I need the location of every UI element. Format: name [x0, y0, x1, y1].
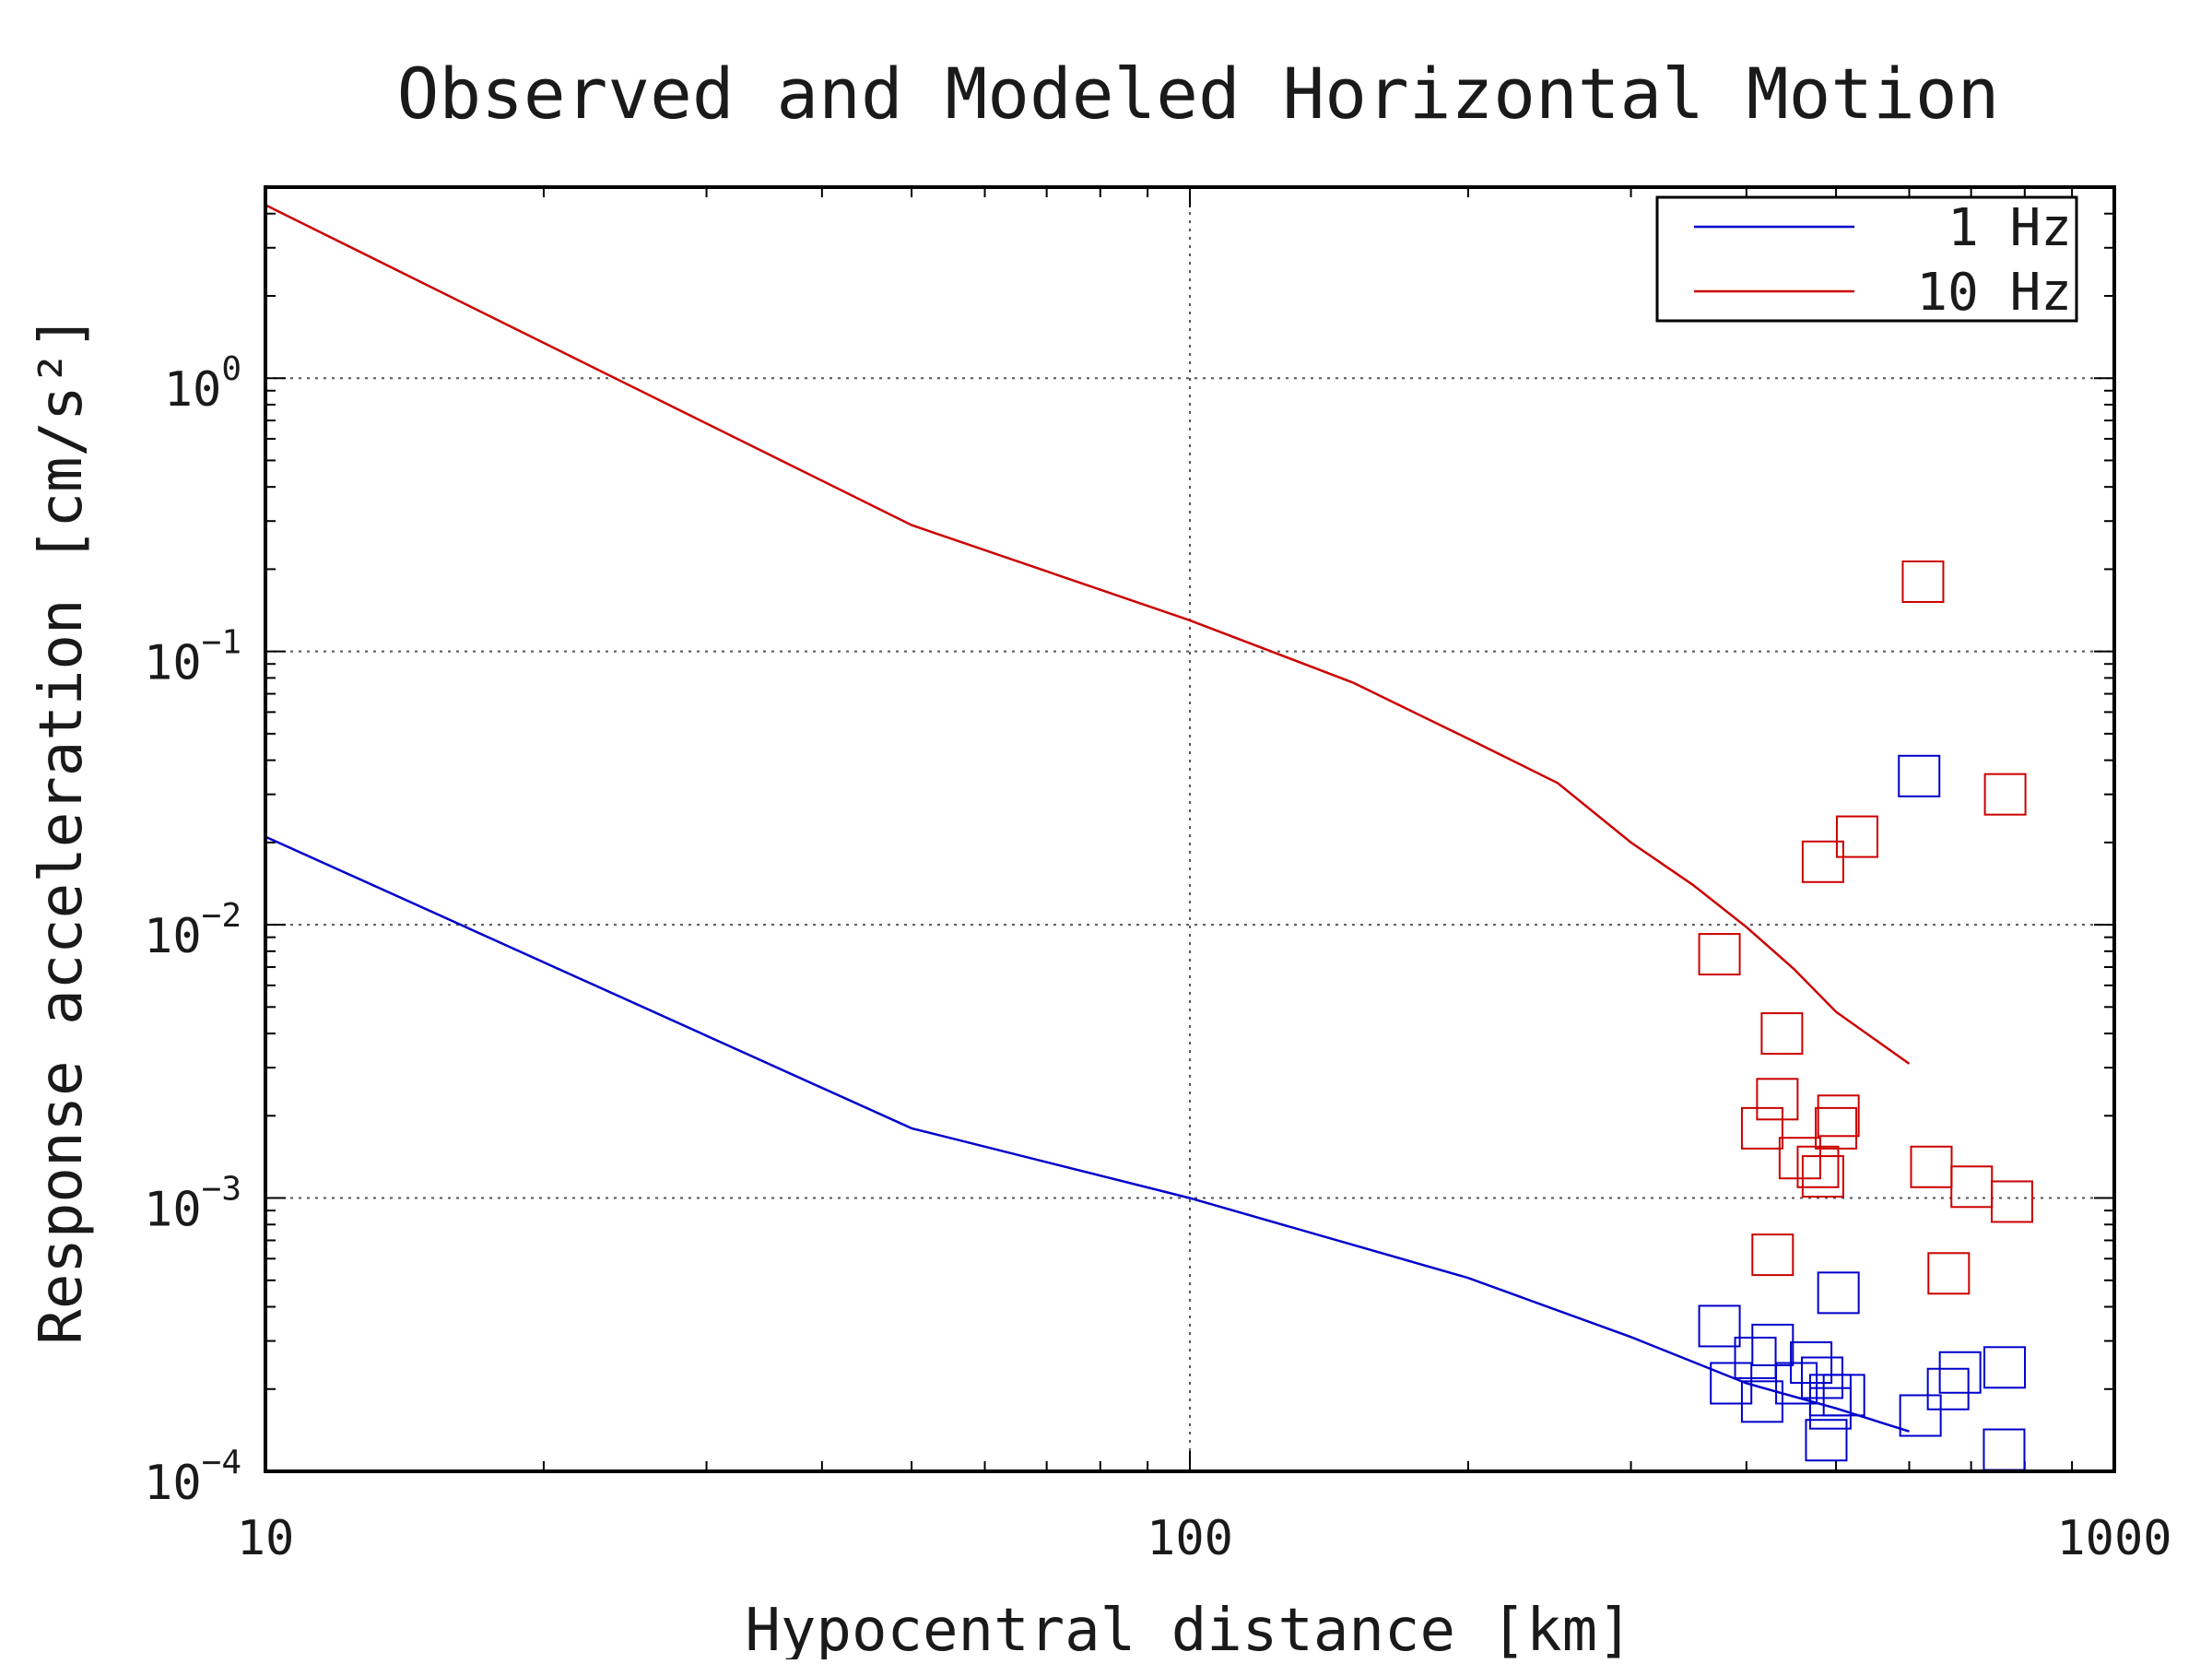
y-axis-label: Response acceleration [cm/s²] [28, 314, 96, 1344]
y-tick-label: 10−3 [144, 1171, 241, 1238]
observed-point-10hz [1756, 1078, 1799, 1121]
chart-title: Observed and Modeled Horizontal Motion [397, 53, 2000, 135]
observed-point-10hz [1698, 933, 1741, 976]
observed-point-1hz [1899, 1394, 1942, 1437]
observed-point-1hz [1822, 1374, 1865, 1417]
observed-point-10hz [1801, 840, 1844, 883]
observed-point-10hz [1801, 1155, 1844, 1198]
x-axis-label: Hypocentral distance [km] [745, 1597, 1632, 1659]
observed-point-10hz [1751, 1233, 1794, 1277]
observed-point-10hz [1740, 1106, 1783, 1150]
observed-point-1hz [1740, 1380, 1783, 1423]
observed-point-10hz [1927, 1252, 1971, 1295]
legend-label-10hz: 10 Hz [1916, 263, 2072, 323]
x-tick-label: 10 [237, 1511, 295, 1566]
grid-lines [265, 187, 2114, 1471]
observed-point-1hz [1926, 1367, 1970, 1410]
legend-label-1hz: 1 Hz [1947, 198, 2072, 258]
observed-point-10hz [1778, 1137, 1821, 1180]
observed-point-10hz [1815, 1106, 1858, 1150]
observed-point-10hz [1817, 1094, 1860, 1138]
observed-point-1hz [1898, 754, 1941, 797]
model-line-1hz [265, 835, 1910, 1433]
y-tick-label: 10−1 [144, 624, 241, 691]
observed-point-10hz [1796, 1145, 1840, 1188]
observed-point-1hz [1938, 1351, 1982, 1394]
x-tick-labels: 10 100 1000 [237, 1511, 2172, 1566]
observed-point-1hz [1734, 1336, 1777, 1379]
observed-point-10hz [1990, 1180, 2033, 1223]
observed-point-1hz [1983, 1346, 2027, 1389]
observed-point-1hz [1817, 1271, 1860, 1315]
legend: 1 Hz 10 Hz [1655, 195, 2078, 323]
y-tick-label: 10−2 [144, 897, 241, 964]
observed-points [1698, 560, 2033, 1471]
observed-point-1hz [1790, 1341, 1833, 1385]
observed-point-1hz [1698, 1304, 1741, 1348]
x-tick-label: 100 [1147, 1511, 1233, 1566]
observed-point-10hz [1983, 773, 2027, 816]
x-tick-label: 1000 [2056, 1511, 2171, 1566]
observed-point-10hz [1901, 560, 1945, 603]
observed-point-1hz [1751, 1323, 1794, 1366]
model-curves [265, 204, 1911, 1433]
plot-frame [264, 185, 2116, 1473]
legend-box [1655, 195, 2078, 323]
observed-point-1hz [1710, 1362, 1753, 1405]
observed-point-1hz [1800, 1356, 1843, 1399]
y-tick-label: 10−4 [144, 1444, 241, 1511]
observed-point-10hz [1835, 815, 1878, 858]
y-tick-label: 100 [164, 350, 241, 418]
observed-point-1hz [1805, 1419, 1848, 1462]
observed-point-10hz [1760, 1012, 1804, 1056]
observed-point-1hz [1808, 1387, 1852, 1430]
model-line-10hz [265, 204, 1911, 1065]
y-tick-labels: 100 10−1 10−2 10−3 10−4 [144, 350, 241, 1511]
